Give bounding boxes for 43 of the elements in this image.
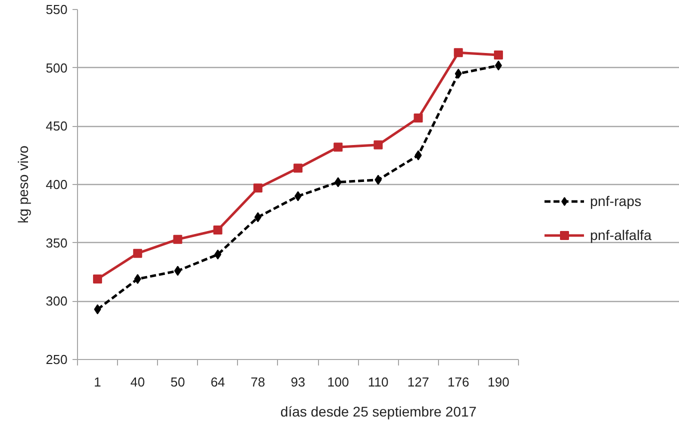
point: [134, 274, 142, 284]
point: [253, 184, 262, 192]
point: [494, 60, 502, 70]
x-tick-label: 1: [94, 374, 102, 390]
legend-label: pnf-raps: [590, 193, 642, 209]
point: [494, 50, 503, 60]
legend-label: pnf-alfalfa: [590, 227, 652, 243]
point: [294, 164, 302, 173]
x-tick-label: 93: [290, 374, 306, 390]
point: [254, 212, 262, 222]
y-tick-label: 450: [46, 118, 68, 134]
y-tick-label: 400: [46, 177, 68, 192]
point: [414, 114, 423, 122]
point: [93, 274, 102, 284]
x-tick-label: 78: [250, 374, 266, 390]
point: [414, 150, 422, 160]
y-tick-label: 500: [46, 60, 68, 76]
point: [94, 304, 102, 314]
y-axis-title: kg peso vivo: [14, 145, 31, 224]
y-tick-label: 350: [46, 235, 68, 250]
point: [454, 48, 463, 58]
point: [334, 177, 342, 188]
point: [173, 234, 182, 244]
point: [374, 174, 382, 185]
x-tick-label: 110: [368, 374, 389, 390]
point: [213, 226, 222, 234]
x-tick-label: 100: [327, 374, 349, 390]
x-tick-label: 64: [210, 374, 226, 390]
y-tick-label: 250: [46, 352, 68, 367]
point: [174, 266, 182, 276]
x-tick-label: 127: [407, 374, 430, 390]
x-tick-label: 176: [448, 374, 470, 390]
x-tick-label: 50: [170, 374, 185, 390]
y-tick-label: 550: [46, 2, 68, 17]
x-tick-label: 190: [488, 374, 510, 390]
x-tick-label: 40: [130, 374, 145, 390]
point: [214, 250, 222, 260]
x-axis-title: días desde 25 septiembre 2017: [280, 404, 477, 420]
point: [334, 142, 343, 152]
y-tick-label: 300: [46, 294, 68, 309]
point: [454, 68, 462, 79]
point: [374, 140, 383, 150]
point: [133, 248, 142, 258]
